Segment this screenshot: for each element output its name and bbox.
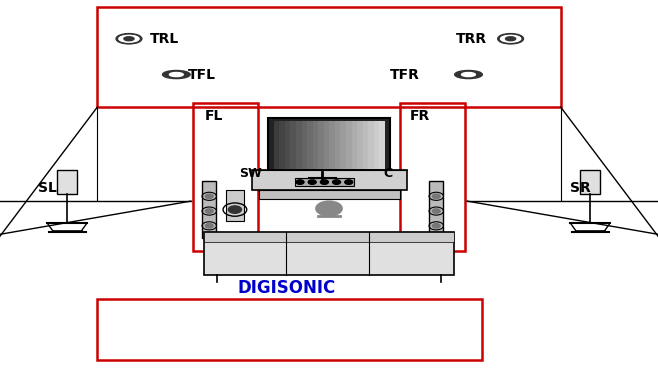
Ellipse shape	[455, 70, 482, 79]
Bar	[351, 121, 357, 169]
Text: SW: SW	[239, 167, 262, 180]
Bar	[268, 118, 390, 172]
Bar	[252, 170, 407, 190]
Circle shape	[432, 194, 440, 199]
Ellipse shape	[163, 70, 190, 79]
Bar	[346, 121, 351, 169]
Circle shape	[432, 224, 440, 228]
Ellipse shape	[119, 35, 139, 43]
Bar	[335, 121, 340, 169]
Circle shape	[432, 209, 440, 213]
Text: TRR: TRR	[456, 32, 487, 46]
Bar	[202, 181, 216, 238]
Bar	[97, 299, 482, 360]
Ellipse shape	[462, 73, 475, 77]
Bar	[324, 121, 329, 169]
Text: TFL: TFL	[188, 68, 216, 82]
Ellipse shape	[497, 34, 524, 44]
Bar	[290, 121, 296, 169]
Text: TRL: TRL	[150, 32, 179, 46]
Circle shape	[320, 180, 328, 184]
Bar	[97, 7, 561, 107]
Bar	[296, 121, 301, 169]
Bar	[204, 232, 454, 275]
Bar	[279, 121, 285, 169]
Bar	[285, 121, 290, 169]
Bar	[357, 121, 363, 169]
Bar	[204, 232, 454, 242]
Bar	[374, 121, 380, 169]
Ellipse shape	[505, 37, 516, 41]
Bar	[400, 103, 465, 251]
Bar	[226, 190, 244, 221]
Text: DIGISONIC: DIGISONIC	[237, 279, 336, 297]
Bar	[580, 170, 600, 194]
Bar	[295, 178, 354, 186]
Circle shape	[205, 194, 213, 199]
Text: FL: FL	[205, 109, 223, 123]
Bar	[313, 121, 318, 169]
Circle shape	[296, 180, 304, 184]
Circle shape	[205, 209, 213, 213]
Ellipse shape	[124, 37, 134, 41]
Bar	[57, 170, 77, 194]
Bar	[318, 121, 324, 169]
Circle shape	[228, 206, 241, 213]
Ellipse shape	[170, 73, 183, 77]
Bar	[429, 181, 443, 238]
Ellipse shape	[501, 35, 520, 43]
Circle shape	[333, 180, 341, 184]
Bar	[380, 121, 385, 169]
Circle shape	[205, 224, 213, 228]
Bar	[340, 121, 346, 169]
Text: SR: SR	[570, 181, 591, 195]
Bar	[363, 121, 368, 169]
Circle shape	[345, 180, 353, 184]
Bar	[368, 121, 374, 169]
Bar	[307, 121, 313, 169]
Bar	[259, 190, 400, 199]
Text: FR: FR	[410, 109, 430, 123]
Bar	[193, 103, 258, 251]
Circle shape	[316, 201, 342, 216]
Text: C: C	[383, 167, 392, 180]
Bar	[329, 121, 335, 169]
Text: SL: SL	[38, 181, 57, 195]
Ellipse shape	[116, 34, 142, 44]
Circle shape	[308, 180, 316, 184]
Bar	[274, 121, 279, 169]
Text: TFR: TFR	[390, 68, 420, 82]
Bar	[301, 121, 307, 169]
